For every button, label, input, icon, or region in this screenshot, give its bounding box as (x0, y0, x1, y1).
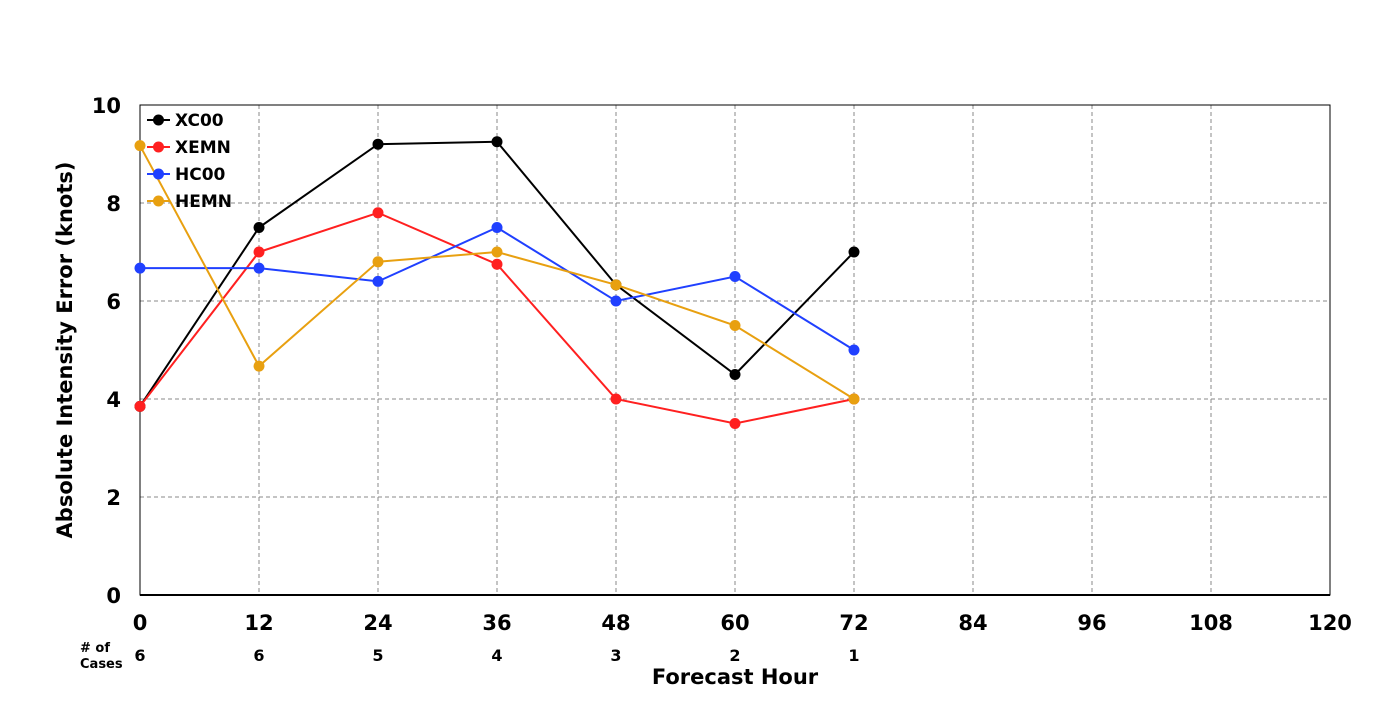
cases-count: 1 (848, 646, 859, 665)
cases-label-line2: Cases (80, 657, 123, 672)
legend-label: XC00 (175, 111, 224, 131)
y-axis-label: Absolute Intensity Error (knots) (53, 162, 77, 539)
data-point (372, 256, 384, 268)
legend-marker (153, 168, 164, 180)
series-hc00 (134, 222, 860, 356)
x-tick-label: 24 (363, 611, 392, 635)
data-point (491, 136, 503, 148)
legend-label: XEMN (175, 138, 231, 158)
data-point (848, 246, 860, 258)
y-tick-label: 0 (106, 584, 121, 608)
data-point (491, 258, 503, 270)
cases-count: 6 (253, 646, 264, 665)
x-tick-label: 84 (958, 611, 987, 635)
cases-row: # of Cases 6 6 5 4 3 2 1 (80, 641, 860, 672)
x-tick-label: 96 (1077, 611, 1106, 635)
data-point (848, 344, 860, 356)
x-axis-label: Forecast Hour (652, 665, 819, 689)
x-tick-label: 120 (1308, 611, 1352, 635)
grid (140, 105, 1330, 595)
legend-entry: HEMN (147, 192, 232, 212)
data-point (610, 295, 622, 307)
legend-label: HEMN (175, 192, 232, 212)
cases-count: 3 (610, 646, 621, 665)
data-point (253, 360, 265, 372)
cases-label-line1: # of (80, 641, 110, 656)
y-tick-label: 10 (92, 94, 121, 118)
legend-label: HC00 (175, 165, 226, 185)
y-tick-label: 8 (106, 192, 121, 216)
series-xemn (134, 207, 860, 429)
data-point (372, 207, 384, 219)
data-point (372, 138, 384, 150)
legend-marker (153, 195, 164, 207)
data-point (610, 279, 622, 291)
x-tick-label: 108 (1189, 611, 1233, 635)
data-point (610, 393, 622, 405)
y-tick-label: 2 (106, 486, 121, 510)
legend-marker (153, 141, 164, 153)
legend-entry: XC00 (147, 111, 224, 131)
y-tick-labels: 0 2 4 6 8 10 (92, 94, 121, 608)
data-point (848, 393, 860, 405)
data-point (134, 262, 146, 274)
data-point (729, 369, 741, 380)
x-tick-label: 72 (839, 611, 868, 635)
legend: XC00 XEMN HC00 HEMN (147, 111, 232, 212)
cases-count: 6 (134, 646, 145, 665)
x-tick-labels: 0 12 24 36 48 60 72 84 96 108 120 (133, 611, 1352, 635)
x-tick-label: 60 (720, 611, 749, 635)
data-point (491, 222, 503, 233)
cases-count: 5 (372, 646, 383, 665)
legend-entry: XEMN (147, 138, 231, 158)
x-tick-label: 12 (244, 611, 273, 635)
series-hemn (134, 140, 860, 405)
data-point (491, 246, 503, 258)
data-point (253, 246, 265, 258)
legend-entry: HC00 (147, 165, 226, 185)
data-point (729, 320, 741, 331)
legend-marker (153, 114, 164, 126)
x-tick-label: 36 (482, 611, 511, 635)
series-layer (134, 136, 860, 429)
data-point (253, 222, 265, 233)
data-point (253, 262, 265, 274)
cases-count: 2 (729, 646, 740, 665)
x-tick-label: 0 (133, 611, 148, 635)
x-tick-label: 48 (601, 611, 630, 635)
data-point (134, 140, 146, 152)
data-point (372, 275, 384, 287)
y-tick-label: 6 (106, 290, 121, 314)
data-point (729, 418, 741, 429)
data-point (134, 400, 146, 412)
data-point (729, 271, 741, 282)
cases-count: 4 (491, 646, 502, 665)
y-tick-label: 4 (106, 388, 121, 412)
